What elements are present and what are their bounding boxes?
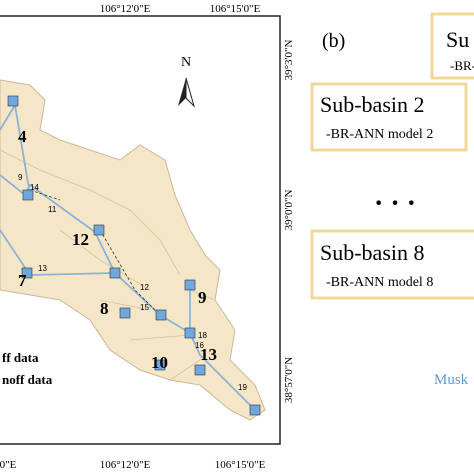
subbasin-number: 13	[200, 345, 217, 364]
station	[194, 364, 206, 376]
station	[119, 307, 131, 319]
legend-text: noff data	[2, 372, 53, 387]
box	[310, 229, 474, 300]
panel-label: (b)	[322, 30, 345, 52]
station	[249, 404, 261, 416]
north-arrow	[178, 78, 186, 106]
station	[109, 267, 121, 279]
box-title: Sub-basin 2	[320, 92, 425, 117]
station	[184, 327, 196, 339]
right-label: 39°3'0"N	[283, 40, 295, 81]
box	[310, 82, 468, 152]
reach-number: 12	[140, 283, 149, 292]
subbasin-number: 7	[18, 271, 27, 290]
box-model: -BR-ANN model 2	[326, 127, 433, 142]
stations	[7, 95, 261, 416]
station	[154, 359, 166, 371]
subbasin-number: 10	[151, 353, 168, 372]
ellipsis: · · ·	[374, 188, 416, 219]
station	[7, 95, 19, 107]
station	[22, 189, 34, 201]
links	[29, 189, 161, 316]
station	[184, 279, 196, 291]
reach-number: 15	[140, 303, 149, 312]
station	[21, 267, 33, 279]
reach-number: 19	[238, 383, 247, 392]
subbasin-number: 8	[100, 299, 109, 318]
basin	[0, 79, 266, 421]
station	[93, 224, 105, 236]
subbasin-number: 9	[198, 288, 207, 307]
bottom-label: 106°12'0"E	[100, 459, 151, 471]
muskingum-label: Musk	[434, 372, 469, 388]
reach-number: 9	[18, 173, 23, 182]
reach-number: 13	[38, 264, 47, 273]
box-title: Su	[446, 27, 469, 52]
box-model: -BR-	[450, 58, 474, 73]
reach-number: 18	[198, 331, 207, 340]
right-label: 38°57'0"N	[283, 357, 295, 403]
bottom-label: 0"E	[0, 459, 17, 471]
right-label: 39°0'0"N	[283, 190, 295, 231]
reach-number: 11	[48, 205, 57, 214]
box-title: Sub-basin 8	[320, 240, 425, 265]
reach-number: 16	[195, 341, 204, 350]
subbasin-number: 4	[18, 127, 27, 146]
subbasin-boundaries	[0, 149, 216, 381]
subbasin-number: 12	[72, 230, 89, 249]
top-label: 106°15'0"E	[210, 3, 261, 15]
top-label: 106°12'0"E	[100, 3, 151, 15]
reach-number: 14	[30, 183, 39, 192]
box-model: -BR-ANN model 8	[326, 275, 433, 290]
north-label: N	[181, 55, 191, 70]
station	[155, 309, 167, 321]
legend-text: ff data	[2, 350, 39, 365]
bottom-label: 106°15'0"E	[215, 459, 266, 471]
box	[430, 12, 474, 80]
north-arrow	[185, 77, 196, 108]
